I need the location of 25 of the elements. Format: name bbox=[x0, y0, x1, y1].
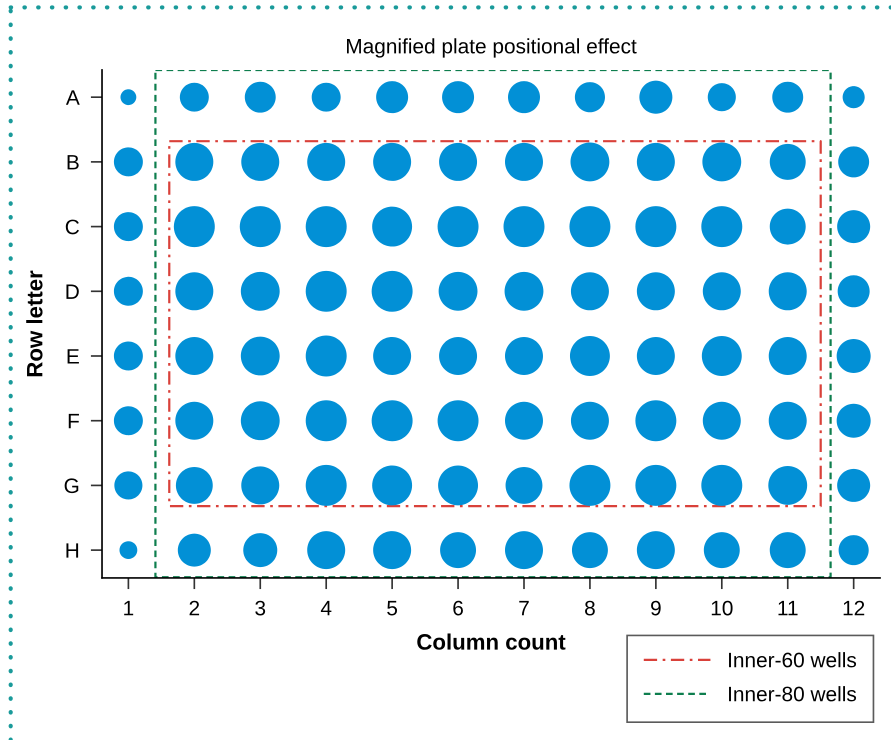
x-tick-label: 3 bbox=[255, 600, 266, 616]
x-tick-label: 9 bbox=[651, 600, 661, 616]
y-tick-label: D bbox=[66, 284, 79, 299]
y-tick-label: H bbox=[66, 543, 78, 558]
x-tick-label: 7 bbox=[519, 600, 529, 616]
y-tick-label: A bbox=[66, 90, 80, 105]
y-tick-label: F bbox=[68, 414, 79, 428]
y-tick-label: G bbox=[64, 478, 78, 494]
chart-title: Magnified plate positional effect bbox=[347, 38, 637, 58]
text: Inner-80 wells bbox=[729, 686, 856, 702]
x-tick-label: 12 bbox=[844, 600, 864, 616]
y-tick-label: B bbox=[68, 155, 79, 170]
y-axis-title: Row letter bbox=[26, 270, 43, 376]
x-tick-label: 6 bbox=[453, 600, 463, 616]
y-tick-label: E bbox=[68, 349, 79, 364]
x-tick-label: 8 bbox=[585, 600, 595, 616]
x-tick-label: 10 bbox=[712, 600, 733, 616]
x-axis-title: Column count bbox=[417, 633, 566, 650]
y-tick-label: C bbox=[66, 220, 80, 234]
x-tick-label: 11 bbox=[778, 600, 798, 616]
x-tick-label: 4 bbox=[320, 600, 332, 616]
x-tick-label: 1 bbox=[124, 600, 134, 616]
x-tick-label: 2 bbox=[190, 600, 200, 616]
text: Inner-60 wells bbox=[729, 652, 856, 668]
x-tick-label: 5 bbox=[387, 600, 398, 616]
